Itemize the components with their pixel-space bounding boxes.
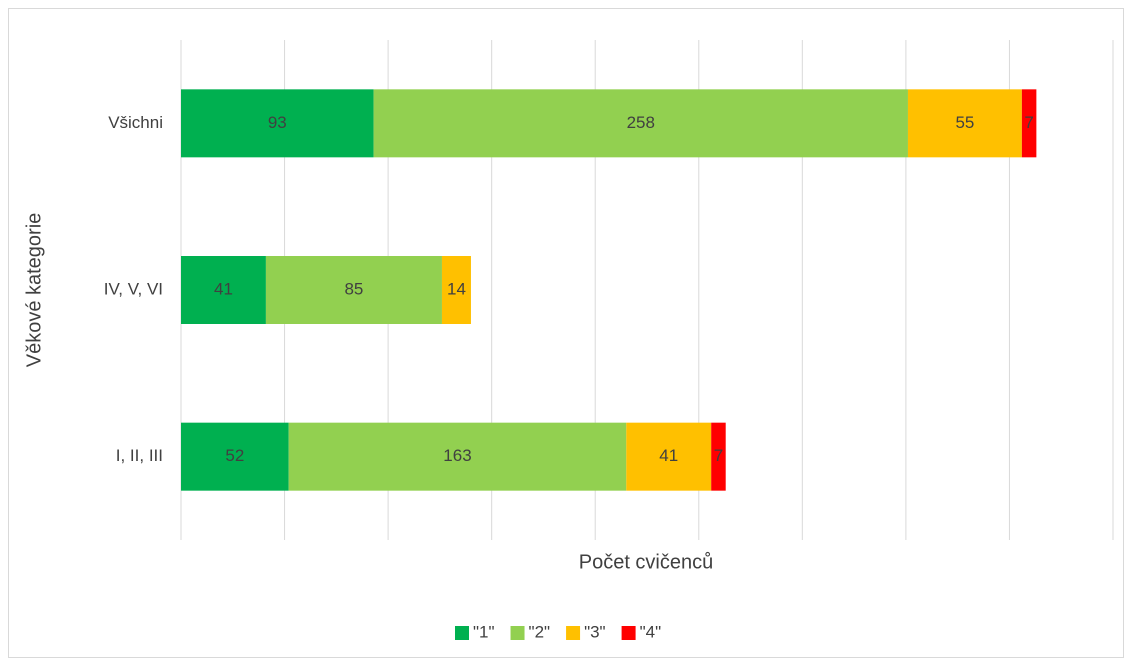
bar-segment: [626, 422, 712, 491]
data-label: 7: [714, 446, 723, 465]
y-axis-title: Věkové kategorie: [23, 213, 45, 368]
legend-label: "1": [473, 622, 495, 641]
x-axis-title: Počet cvičenců: [579, 551, 714, 573]
data-label: 52: [225, 446, 244, 465]
bar-segment: [711, 422, 726, 491]
data-label: 163: [443, 446, 471, 465]
y-tick-label: I, II, III: [116, 446, 163, 465]
y-tick-label: IV, V, VI: [104, 279, 163, 298]
data-label: 55: [955, 113, 974, 132]
data-label: 258: [627, 113, 655, 132]
legend-label: "3": [584, 622, 606, 641]
data-label: 41: [659, 446, 678, 465]
bar-segment: [181, 422, 289, 491]
bar-segment: [288, 422, 627, 491]
bar-segment: [1021, 89, 1037, 158]
bar-segment: [441, 256, 471, 324]
data-label: 14: [447, 279, 466, 298]
legend-swatch: [510, 626, 525, 640]
data-label: 93: [268, 113, 287, 132]
legend-label: "2": [529, 622, 551, 641]
bar-segment: [907, 89, 1022, 158]
y-tick-label: Všichni: [108, 113, 163, 132]
legend-label: "4": [640, 622, 662, 641]
bar-segment: [373, 89, 908, 158]
bar-segment: [181, 89, 374, 158]
bar-segment: [181, 256, 266, 324]
data-label: 85: [344, 279, 363, 298]
legend-swatch: [455, 626, 469, 640]
legend-swatch: [566, 626, 581, 640]
data-label: 7: [1024, 113, 1033, 132]
data-label: 41: [214, 279, 233, 298]
bar-segment: [265, 256, 442, 324]
legend-swatch: [621, 626, 636, 640]
